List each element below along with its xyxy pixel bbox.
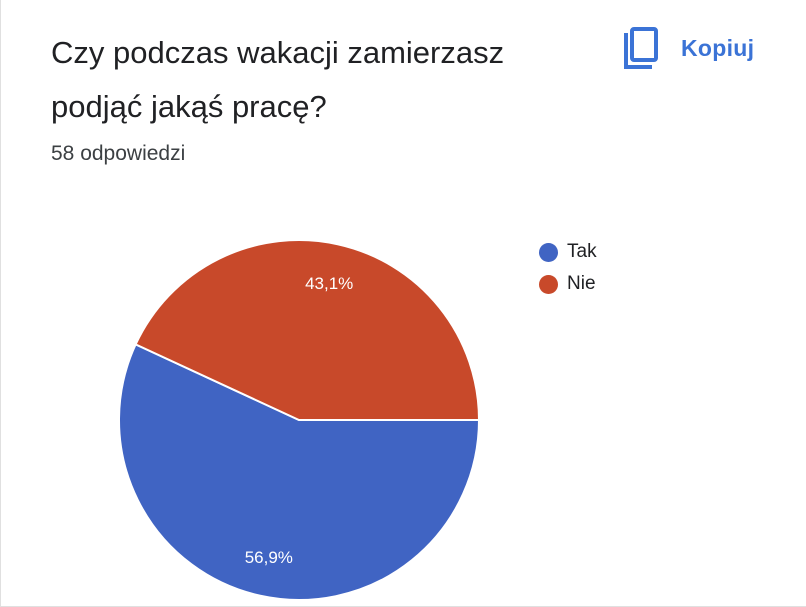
slice-label-tak: 56,9%: [245, 548, 293, 567]
pie-slice-tak[interactable]: [118, 343, 481, 601]
legend-swatch-nie: [539, 274, 558, 294]
legend-swatch-tak: [539, 242, 558, 262]
question-title: Czy podczas wakacji zamierzasz podjąć ja…: [51, 35, 505, 124]
copy-button[interactable]: Kopiuj: [623, 24, 754, 72]
pie-slice-nie[interactable]: [134, 239, 481, 421]
chart-legend: Tak Nie: [539, 236, 597, 300]
legend-item-tak[interactable]: Tak: [539, 236, 597, 268]
response-count: 58 odpowiedzi: [51, 142, 186, 165]
slice-label-nie: 43,1%: [305, 274, 353, 293]
legend-item-nie[interactable]: Nie: [539, 268, 597, 300]
copy-icon: [623, 26, 659, 70]
legend-label-tak: Tak: [567, 241, 597, 262]
legend-label-nie: Nie: [567, 273, 596, 294]
copy-button-label: Kopiuj: [681, 34, 755, 61]
